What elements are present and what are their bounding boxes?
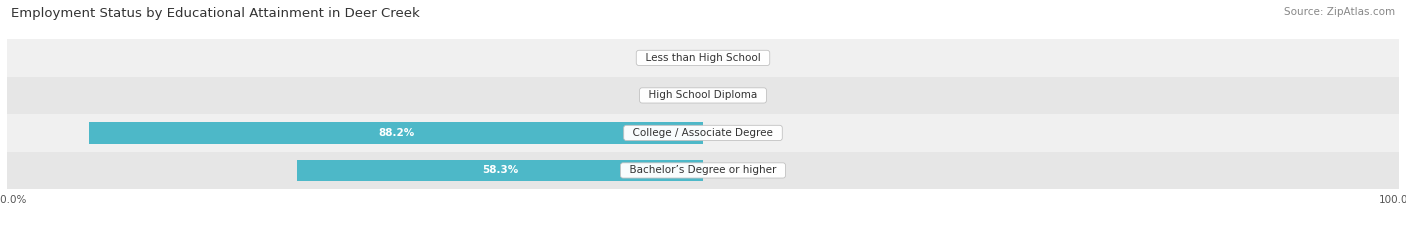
Bar (7, 77, 1399, 114)
Text: 0.0%: 0.0% (662, 90, 689, 100)
Text: 0.0%: 0.0% (717, 165, 744, 175)
Text: 58.3%: 58.3% (482, 165, 519, 175)
Bar (7, 39, 1399, 77)
Text: Employment Status by Educational Attainment in Deer Creek: Employment Status by Educational Attainm… (11, 7, 420, 20)
Bar (7, 114, 1399, 152)
Text: Less than High School: Less than High School (638, 53, 768, 63)
Text: 0.0%: 0.0% (717, 53, 744, 63)
Text: Source: ZipAtlas.com: Source: ZipAtlas.com (1284, 7, 1395, 17)
Bar (89, 122, 703, 144)
Text: 0.0%: 0.0% (717, 128, 744, 138)
Text: 0.0%: 0.0% (662, 53, 689, 63)
Text: High School Diploma: High School Diploma (643, 90, 763, 100)
Text: 0.0%: 0.0% (717, 90, 744, 100)
Bar (297, 160, 703, 181)
Text: College / Associate Degree: College / Associate Degree (626, 128, 780, 138)
Bar (7, 152, 1399, 189)
Text: Bachelor’s Degree or higher: Bachelor’s Degree or higher (623, 165, 783, 175)
Text: 88.2%: 88.2% (378, 128, 415, 138)
